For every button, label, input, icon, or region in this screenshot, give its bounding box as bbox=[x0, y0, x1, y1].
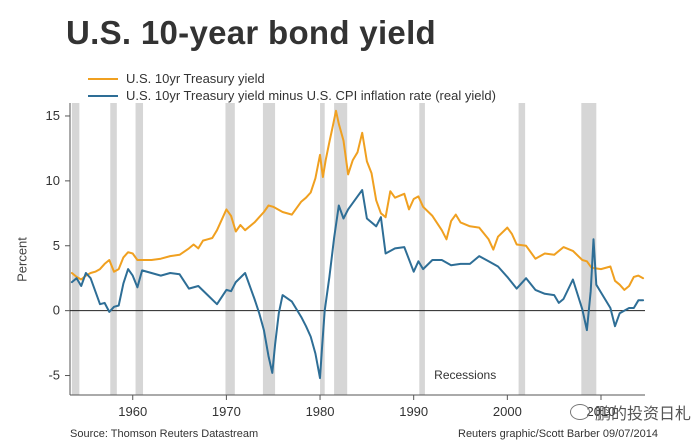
recession-band bbox=[320, 103, 325, 395]
recession-band bbox=[110, 103, 117, 395]
credit-note: Reuters graphic/Scott Barber 09/07/2014 bbox=[458, 428, 658, 440]
x-tick-label: 1980 bbox=[306, 404, 335, 419]
legend-label-real-yield: U.S. 10yr Treasury yield minus U.S. CPI … bbox=[126, 88, 496, 103]
x-tick-label: 2000 bbox=[493, 404, 522, 419]
legend-swatch-blue bbox=[88, 94, 118, 97]
recession-band bbox=[518, 103, 526, 395]
x-tick-label: 2010 bbox=[587, 404, 616, 419]
y-tick-label: 15 bbox=[46, 108, 60, 123]
recession-band bbox=[135, 103, 144, 395]
x-ticks: 1960 1970 1980 1990 2000 2010 bbox=[118, 395, 615, 419]
legend-item-treasury-yield: U.S. 10yr Treasury yield bbox=[88, 71, 265, 86]
x-tick-label: 1990 bbox=[399, 404, 428, 419]
y-tick-label: 5 bbox=[53, 238, 60, 253]
recession-label: Recessions bbox=[434, 368, 496, 382]
series-lines bbox=[70, 109, 645, 380]
series-line-treasury-yield bbox=[70, 109, 645, 291]
recession-band bbox=[334, 103, 348, 395]
recession-band bbox=[262, 103, 276, 395]
watermark: 鹏的投资日札 bbox=[570, 400, 691, 424]
recession-bands bbox=[71, 103, 597, 395]
recession-band bbox=[225, 103, 235, 395]
legend-swatch-orange bbox=[88, 77, 118, 80]
y-tick-label: 10 bbox=[46, 173, 60, 188]
recession-band bbox=[71, 103, 80, 395]
y-tick-label: 0 bbox=[53, 303, 60, 318]
recession-band bbox=[419, 103, 425, 395]
x-tick-label: 1970 bbox=[212, 404, 241, 419]
legend-label-treasury-yield: U.S. 10yr Treasury yield bbox=[126, 71, 265, 86]
y-ticks: -5 0 5 10 15 bbox=[46, 108, 70, 383]
chart-title: U.S. 10-year bond yield bbox=[66, 14, 437, 51]
source-note: Source: Thomson Reuters Datastream bbox=[70, 428, 259, 440]
x-tick-label: 1960 bbox=[118, 404, 147, 419]
watermark-text: 鹏的投资日札 bbox=[595, 406, 692, 423]
wechat-icon bbox=[570, 404, 590, 420]
series-line-real-yield bbox=[70, 189, 645, 380]
y-tick-label: -5 bbox=[48, 368, 60, 383]
legend-item-real-yield: U.S. 10yr Treasury yield minus U.S. CPI … bbox=[88, 88, 496, 103]
